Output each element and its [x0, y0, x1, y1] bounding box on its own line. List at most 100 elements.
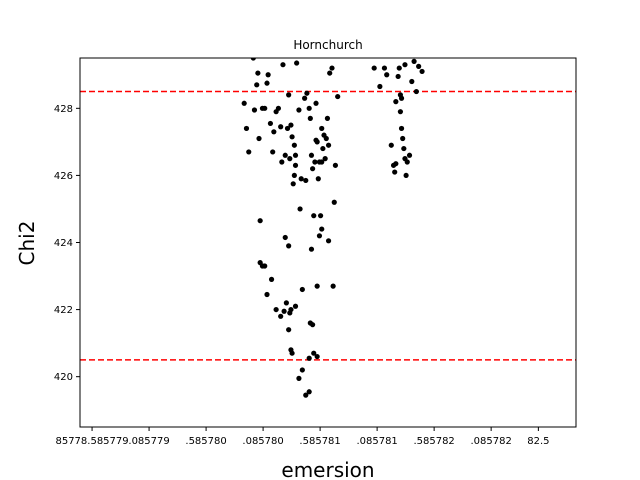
data-point-103	[392, 169, 398, 175]
data-point-117	[409, 78, 415, 85]
data-point-123	[393, 161, 399, 167]
data-point-90	[306, 355, 312, 361]
data-point-2	[246, 149, 252, 155]
data-point-5	[254, 82, 260, 88]
data-points	[241, 58, 425, 398]
x-tick-label-3: .085780	[242, 436, 283, 447]
threshold-lines	[80, 90, 576, 361]
data-point-96	[306, 389, 312, 395]
data-point-55	[327, 70, 333, 76]
data-point-75	[314, 283, 320, 289]
data-point-81	[283, 300, 289, 306]
data-point-57	[332, 162, 339, 168]
data-point-34	[302, 95, 308, 101]
data-point-42	[312, 159, 318, 165]
data-point-20	[280, 62, 286, 68]
data-point-119	[413, 88, 419, 95]
x-axis-label: emersion	[281, 458, 374, 480]
data-point-73	[268, 276, 275, 282]
data-point-66	[325, 238, 332, 244]
y-axis-label: Chi2	[15, 221, 39, 266]
data-point-78	[273, 306, 279, 313]
data-point-62	[313, 137, 319, 143]
x-tick-label-5: .085781	[356, 436, 397, 447]
data-point-43	[313, 100, 319, 106]
data-point-15	[271, 129, 277, 135]
y-tick-label-0: 420	[54, 372, 73, 383]
y-tick-label-3: 426	[54, 171, 73, 182]
data-point-17	[275, 105, 281, 111]
data-point-48	[319, 125, 325, 132]
data-point-7	[256, 135, 262, 142]
data-point-109	[397, 109, 404, 115]
data-point-77	[264, 291, 270, 298]
data-point-120	[416, 63, 422, 69]
y-axis-ticks: 420 422 424 426 428	[54, 104, 80, 383]
data-point-80	[281, 308, 287, 314]
x-tick-label-6: .585782	[413, 436, 454, 447]
data-point-72	[262, 263, 268, 269]
data-point-35	[303, 177, 309, 184]
data-point-6	[255, 70, 261, 76]
data-point-83	[288, 306, 294, 313]
data-point-4	[251, 107, 258, 113]
data-point-53	[324, 115, 331, 121]
data-point-87	[310, 322, 316, 328]
data-point-114	[403, 172, 409, 179]
data-point-47	[317, 213, 324, 219]
data-point-84	[286, 327, 292, 333]
data-point-74	[299, 286, 305, 293]
data-point-1	[243, 125, 250, 132]
data-point-58	[335, 93, 341, 100]
data-point-38	[307, 115, 313, 121]
data-point-39	[308, 152, 315, 158]
data-point-32	[297, 206, 303, 212]
x-axis-ticks: 85778.585779.085779 .585780 .085780 .585781…	[55, 427, 550, 447]
data-point-99	[381, 65, 388, 71]
data-point-64	[319, 226, 325, 232]
data-point-52	[323, 135, 329, 142]
data-point-93	[296, 375, 302, 381]
data-point-105	[395, 73, 401, 80]
data-point-79	[278, 313, 284, 319]
data-point-29	[292, 152, 299, 158]
data-point-63	[319, 159, 325, 165]
data-point-61	[292, 162, 299, 168]
x-tick-label-1: .085779	[128, 436, 169, 447]
data-point-40	[310, 166, 316, 172]
data-point-68	[282, 234, 288, 241]
data-point-116	[406, 152, 413, 158]
data-point-91	[311, 350, 317, 356]
data-point-28	[291, 172, 297, 179]
data-point-0	[241, 100, 247, 106]
data-point-51	[322, 156, 328, 162]
data-point-92	[314, 353, 320, 360]
data-point-76	[330, 283, 336, 289]
y-tick-label-1: 422	[54, 305, 73, 316]
data-point-59	[331, 199, 337, 205]
data-point-33	[298, 176, 304, 182]
data-point-98	[377, 83, 383, 90]
data-point-104	[393, 99, 399, 105]
data-point-36	[304, 90, 310, 96]
data-point-115	[404, 159, 410, 165]
data-point-22	[284, 125, 291, 132]
data-point-94	[299, 367, 305, 373]
data-point-56	[329, 65, 335, 71]
data-point-10	[262, 105, 268, 111]
data-point-14	[270, 149, 276, 155]
data-point-21	[282, 152, 288, 158]
data-point-121	[419, 68, 425, 75]
data-point-122	[402, 62, 408, 68]
data-point-118	[411, 58, 417, 64]
data-point-25	[288, 122, 294, 128]
data-point-30	[294, 60, 300, 66]
data-point-18	[278, 124, 284, 130]
x-tick-label-4: .585781	[299, 436, 340, 447]
data-point-110	[398, 125, 405, 132]
x-tick-label-8: 82.5	[527, 436, 549, 447]
x-tick-label-7: .085782	[470, 436, 511, 447]
data-point-108	[398, 95, 405, 101]
data-point-41	[311, 213, 317, 219]
